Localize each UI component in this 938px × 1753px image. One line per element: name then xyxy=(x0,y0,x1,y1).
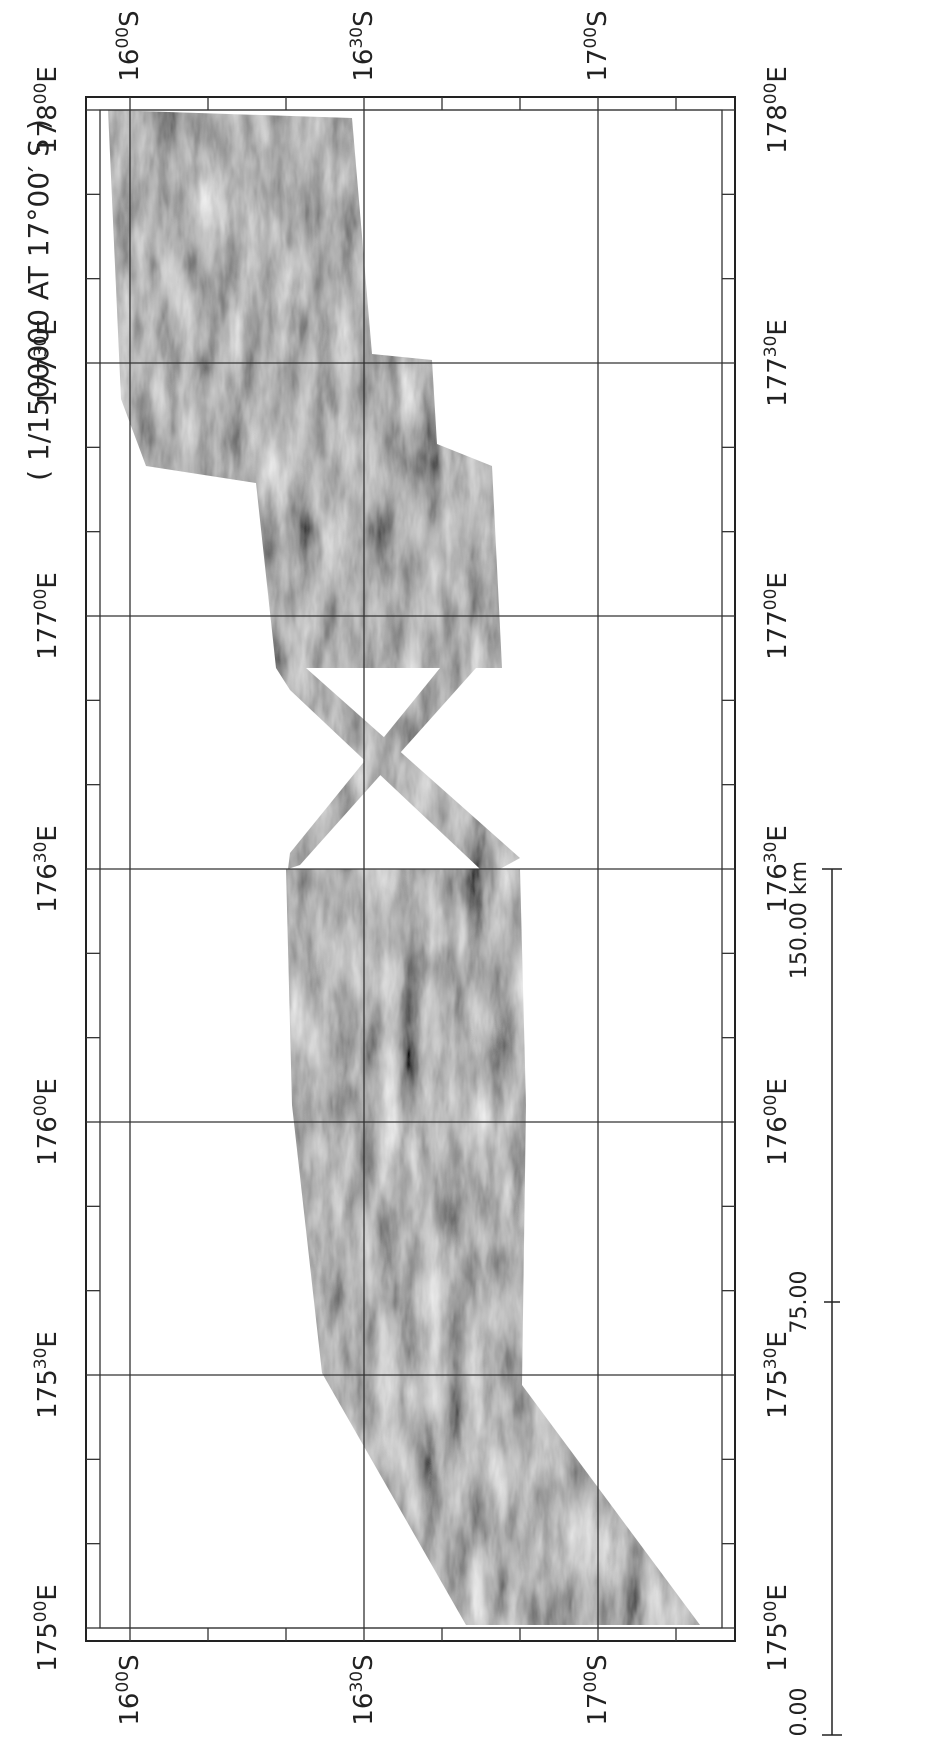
label-part: 00 xyxy=(761,589,781,611)
label-part: 00 xyxy=(761,1095,781,1117)
label-part: 17 xyxy=(583,49,613,82)
label-part: S xyxy=(115,10,145,27)
label-part: 176 xyxy=(763,1116,793,1166)
label-part: 00 xyxy=(761,1601,781,1623)
label-part: E xyxy=(763,572,793,588)
label-part: 16 xyxy=(115,1693,145,1726)
label-part: 177 xyxy=(763,610,793,660)
coordinate-label: 17700E xyxy=(31,572,63,660)
label-part: E xyxy=(763,66,793,82)
label-part: 30 xyxy=(347,27,367,49)
coordinate-label: 1600S xyxy=(113,10,145,81)
label-part: S xyxy=(115,1654,145,1671)
coordinate-label: 17730E xyxy=(761,319,793,407)
label-part: 175 xyxy=(763,1369,793,1419)
label-part: E xyxy=(33,319,63,335)
label-part: 16 xyxy=(349,1693,379,1726)
label-part: 178 xyxy=(763,104,793,154)
label-part: E xyxy=(33,1584,63,1600)
coordinate-label: 1600S xyxy=(113,1654,145,1725)
label-part: E xyxy=(763,319,793,335)
coordinate-label: 17500E xyxy=(761,1584,793,1672)
coordinate-label: 17730E xyxy=(31,319,63,407)
coordinate-label: 17700E xyxy=(761,572,793,660)
label-part: 00 xyxy=(761,83,781,105)
label-part: 30 xyxy=(761,336,781,358)
map: ( 1/1500000 AT 17°00′ S ) 17800E17800E17… xyxy=(0,0,938,1753)
label-part: S xyxy=(349,10,379,27)
label-part: 00 xyxy=(31,83,51,105)
label-part: 00 xyxy=(31,1601,51,1623)
label-part: 00 xyxy=(113,27,133,49)
label-part: E xyxy=(763,1078,793,1094)
label-part: E xyxy=(33,572,63,588)
coordinate-label: 1700S xyxy=(581,10,613,81)
label-part: 00 xyxy=(31,1095,51,1117)
coordinate-label: 17630E xyxy=(31,825,63,913)
coordinate-label: 17530E xyxy=(31,1331,63,1419)
label-part: E xyxy=(33,66,63,82)
label-part: E xyxy=(763,1584,793,1600)
label-part: 178 xyxy=(33,104,63,154)
coordinate-label: 17800E xyxy=(31,66,63,154)
label-part: 176 xyxy=(33,863,63,913)
label-part: 16 xyxy=(115,49,145,82)
coordinate-label: 17500E xyxy=(31,1584,63,1672)
label-part: 30 xyxy=(31,842,51,864)
label-part: 175 xyxy=(33,1369,63,1419)
scale-label: 150.00 km xyxy=(787,861,812,979)
label-part: 30 xyxy=(761,842,781,864)
coordinate-label: 17800E xyxy=(761,66,793,154)
label-part: 30 xyxy=(31,336,51,358)
label-part: 175 xyxy=(33,1622,63,1672)
scale-bar: 0.00 75.00 150.00 km xyxy=(787,861,842,1737)
label-part: 17 xyxy=(583,1693,613,1726)
map-title: ( 1/1500000 AT 17°00′ S ) xyxy=(22,119,55,481)
label-part: 00 xyxy=(581,27,601,49)
label-part: 30 xyxy=(31,1348,51,1370)
coordinate-label: 1630S xyxy=(347,10,379,81)
label-part: 00 xyxy=(113,1671,133,1693)
label-part: 00 xyxy=(581,1671,601,1693)
label-part: 30 xyxy=(347,1671,367,1693)
label-part: E xyxy=(763,825,793,841)
scale-label: 0.00 xyxy=(787,1688,812,1737)
label-part: S xyxy=(583,10,613,27)
label-part: 16 xyxy=(349,49,379,82)
coordinate-label: 17530E xyxy=(761,1331,793,1419)
coordinate-label: 1630S xyxy=(347,1654,379,1725)
label-part: 00 xyxy=(31,589,51,611)
label-part: 177 xyxy=(763,357,793,407)
label-part: S xyxy=(349,1654,379,1671)
label-part: 177 xyxy=(33,357,63,407)
label-part: E xyxy=(33,1078,63,1094)
coordinate-label: 17600E xyxy=(761,1078,793,1166)
label-part: 176 xyxy=(33,1116,63,1166)
coordinate-label: 1700S xyxy=(581,1654,613,1725)
label-part: E xyxy=(33,825,63,841)
scale-label: 75.00 xyxy=(787,1271,812,1334)
label-part: E xyxy=(33,1331,63,1347)
coordinate-label: 17600E xyxy=(31,1078,63,1166)
label-part: S xyxy=(583,1654,613,1671)
label-part: 30 xyxy=(761,1348,781,1370)
label-part: 175 xyxy=(763,1622,793,1672)
label-part: 177 xyxy=(33,610,63,660)
